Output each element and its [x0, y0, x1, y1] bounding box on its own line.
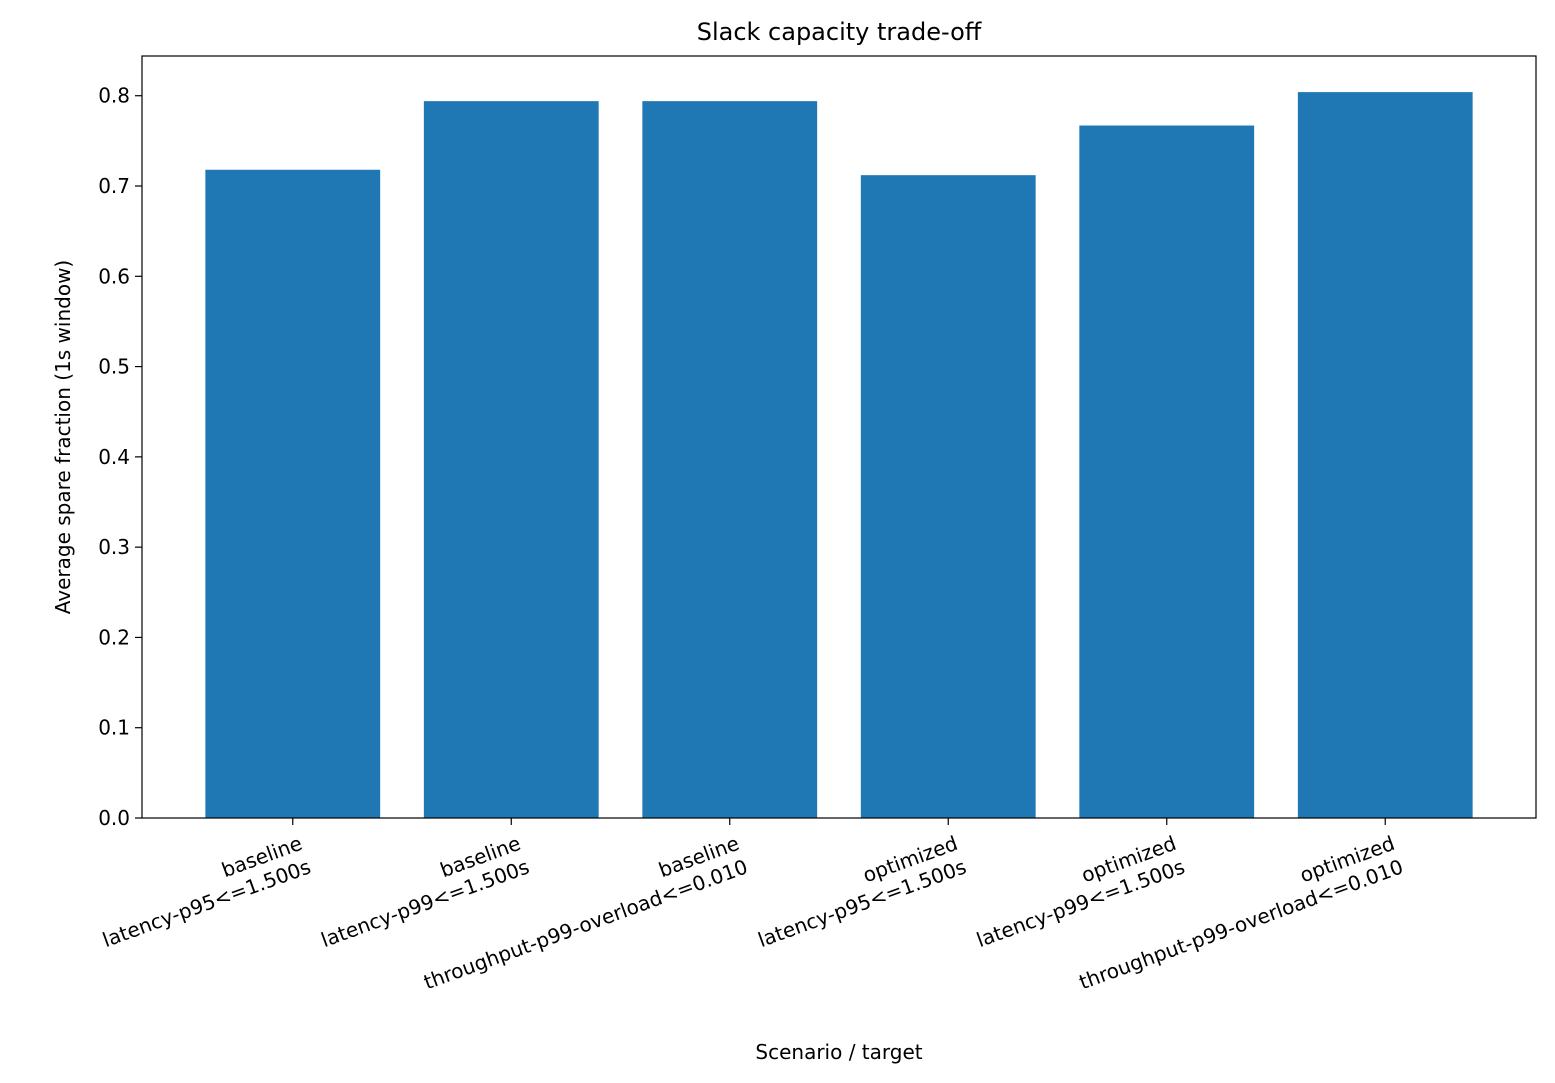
bar: [860, 175, 1036, 818]
y-tick-label: 0.3: [98, 535, 130, 559]
x-tick-label-line: latency-p95<=1.500s: [99, 854, 314, 952]
y-tick-label: 0.8: [98, 84, 130, 108]
y-tick-label: 0.2: [98, 625, 130, 649]
y-axis-label: Average spare fraction (1s window): [51, 260, 75, 614]
x-tick-label-text: baselinelatency-p99<=1.500s: [309, 831, 532, 952]
bar: [205, 169, 381, 818]
plot-frame: [141, 55, 1537, 819]
x-tick-label: baselinelatency-p95<=1.500s: [91, 831, 314, 952]
bar: [1079, 125, 1255, 818]
x-tick-label: optimizedlatency-p95<=1.500s: [746, 831, 970, 952]
y-tick-label: 0.4: [98, 445, 130, 469]
x-tick-label: baselinelatency-p99<=1.500s: [309, 831, 533, 952]
bar: [1297, 92, 1473, 818]
y-tick-label: 0.1: [98, 716, 130, 740]
y-tick-label: 0.7: [98, 174, 130, 198]
x-tick-label-text: optimizedlatency-p99<=1.500s: [965, 831, 1188, 952]
bar: [423, 101, 599, 818]
y-tick-label: 0.6: [98, 264, 130, 288]
y-tick-label: 0.0: [98, 806, 130, 830]
chart-title: Slack capacity trade-off: [697, 18, 982, 46]
bar: [642, 101, 818, 818]
x-tick-label-line: latency-p99<=1.500s: [318, 854, 533, 952]
x-tick-label-text: optimizedlatency-p95<=1.500s: [746, 831, 969, 952]
x-tick-label-text: baselinelatency-p95<=1.500s: [91, 831, 314, 952]
x-axis-label: Scenario / target: [755, 1040, 922, 1064]
y-tick-label: 0.5: [98, 355, 130, 379]
x-tick-label: optimizedlatency-p99<=1.500s: [965, 831, 1188, 952]
